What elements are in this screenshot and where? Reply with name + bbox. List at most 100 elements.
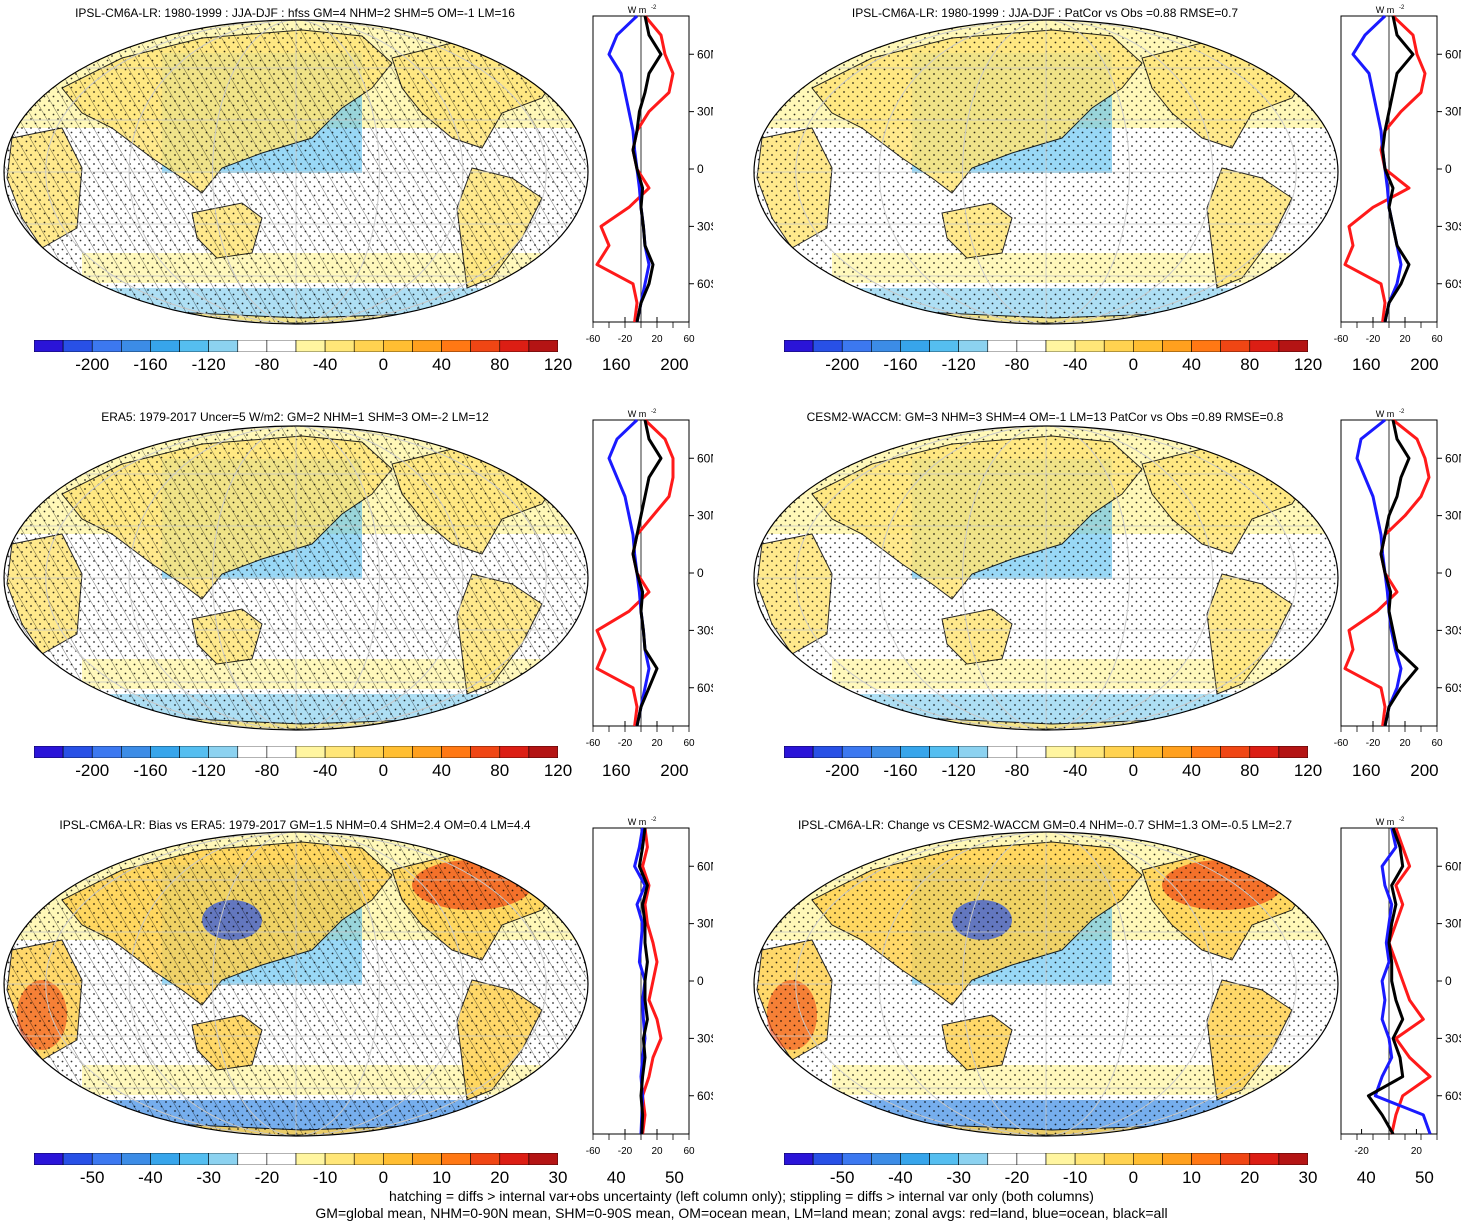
x-tick-label: 60 — [683, 334, 695, 345]
colorbar-tick-label: 20 — [1240, 1168, 1260, 1187]
colorbar-segment — [1045, 746, 1076, 758]
colorbar-segment — [1278, 746, 1308, 758]
colorbar-segment — [929, 340, 959, 352]
colorbar-segment — [208, 1153, 239, 1165]
colorbar-segment — [34, 1153, 64, 1165]
y-tick-label: 60S — [1445, 1089, 1461, 1103]
colorbar-segment — [958, 1153, 989, 1165]
colorbar-tick-label: -40 — [1062, 761, 1088, 780]
colorbar-segment — [353, 340, 384, 352]
colorbar-segment — [324, 746, 355, 758]
y-tick-label: 0 — [697, 566, 704, 580]
colorbar-segment — [91, 340, 122, 352]
colorbar-segment — [499, 340, 530, 352]
colorbar-tick-label: 80 — [1240, 355, 1260, 374]
colorbar-tick-label: 20 — [490, 1168, 510, 1187]
land-zonal-line — [1387, 827, 1432, 1135]
colorbar-segment — [987, 1153, 1018, 1165]
unit-exponent: -2 — [651, 409, 657, 415]
unit-exponent: -2 — [1399, 817, 1405, 823]
colorbar-segment — [1249, 1153, 1280, 1165]
colorbar — [784, 1153, 1308, 1165]
colorbar-segment — [62, 1153, 93, 1165]
world-map — [3, 425, 589, 731]
colorbar-segment — [499, 1153, 530, 1165]
panel-title: IPSL-CM6A-LR: 1980-1999 : JJA-DJF : PatC… — [851, 6, 1239, 20]
graticule-line — [212, 426, 380, 730]
colorbar-segment — [1133, 1153, 1163, 1165]
colorbar-tick-label: -120 — [191, 761, 226, 780]
colorbar-segment — [987, 746, 1018, 758]
colorbar-tick-label: 40 — [1182, 355, 1201, 374]
colorbar-segment — [324, 340, 355, 352]
x-tick-label: 60 — [683, 1146, 695, 1157]
colorbar-tick-label: 10 — [1182, 1168, 1201, 1187]
colorbar-segment — [841, 340, 872, 352]
x-tick-label: 20 — [1399, 738, 1411, 749]
y-tick-label: 30S — [697, 219, 713, 233]
colorbar-segment — [1103, 340, 1134, 352]
world-map — [753, 831, 1339, 1137]
graticule-line — [128, 426, 464, 730]
map-border — [753, 831, 1339, 1137]
x-tick-label: 60 — [1431, 334, 1443, 345]
x-tick-label: -60 — [586, 738, 601, 749]
colorbar-segment — [441, 746, 471, 758]
colorbar-tick-label: -50 — [79, 1168, 105, 1187]
colorbar-segment — [150, 746, 180, 758]
graticule-line — [45, 426, 547, 730]
colorbar-tick-label: 160 — [1352, 355, 1381, 374]
graticule-line — [962, 426, 1130, 730]
colorbar-segment — [470, 1153, 501, 1165]
ocean-zonal-line — [607, 418, 651, 727]
colorbar-segment — [987, 340, 1018, 352]
colorbar-tick-label: 120 — [1293, 761, 1323, 780]
zonal-mean-plot: W m -2 60N 30N 0 30S 60S -60 -20 20 60 — [1334, 409, 1461, 749]
graticule-line — [878, 426, 1214, 730]
colorbar-segment — [1016, 340, 1047, 352]
colorbar-tick-label: 10 — [432, 1168, 451, 1187]
colorbar-tick-label: -120 — [941, 355, 976, 374]
colorbar-tick-label: 50 — [1414, 1168, 1434, 1187]
colorbar-segment — [150, 1153, 180, 1165]
unit-label: W m — [628, 409, 647, 419]
y-tick-label: 60S — [697, 1089, 713, 1103]
colorbar-tick-label: -40 — [1062, 355, 1088, 374]
colorbar-segment — [295, 746, 326, 758]
world-map — [3, 19, 589, 325]
colorbar-tick-label: -200 — [75, 761, 110, 780]
colorbar-segment — [295, 1153, 326, 1165]
colorbar-tick-label: 50 — [664, 1168, 684, 1187]
colorbar-tick-label: -200 — [75, 355, 110, 374]
land-zonal-line — [1343, 418, 1431, 727]
y-tick-label: 30N — [1445, 105, 1461, 119]
colorbar-segment — [383, 746, 413, 758]
colorbar-segment — [237, 1153, 268, 1165]
colorbar-segment — [1162, 746, 1192, 758]
colorbar-segment — [179, 1153, 209, 1165]
unit-label: W m — [628, 817, 647, 827]
y-tick-label: 0 — [697, 974, 704, 988]
colorbar-segment — [1191, 340, 1221, 352]
colorbar-segment — [412, 1153, 442, 1165]
colorbar-segment — [441, 1153, 471, 1165]
colorbar — [34, 746, 558, 758]
colorbar-tick-label: -20 — [1004, 1168, 1030, 1187]
colorbar-segment — [1278, 340, 1308, 352]
graticule-line — [128, 832, 464, 1136]
colorbar-tick-label: 40 — [432, 355, 451, 374]
x-tick-label: 20 — [651, 1146, 663, 1157]
x-tick-label: -20 — [618, 334, 633, 345]
colorbar-segment — [1045, 1153, 1076, 1165]
colorbar-labels: -50 -40 -30 -20 -10 0 10 20 30 40 50 — [784, 1168, 1434, 1188]
y-tick-label: 30N — [697, 917, 713, 931]
graticule-line — [878, 20, 1214, 324]
graticule-line — [795, 832, 1297, 1136]
colorbar-segment — [900, 1153, 930, 1165]
y-tick-label: 30S — [1445, 623, 1461, 637]
colorbar-segment — [1191, 1153, 1221, 1165]
y-tick-label: 0 — [1445, 162, 1452, 176]
colorbar-segment — [1162, 1153, 1192, 1165]
colorbar-segment — [470, 340, 501, 352]
all-zonal-line — [631, 15, 663, 323]
